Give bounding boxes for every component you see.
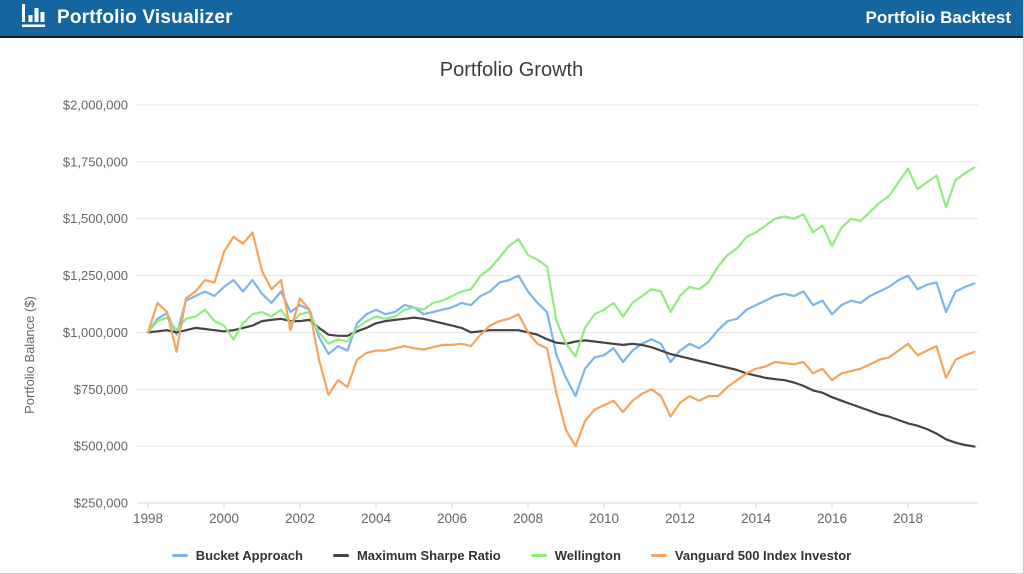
- x-tick-label: 2012: [665, 511, 695, 526]
- legend-item-vanguard-500-index-investor[interactable]: Vanguard 500 Index Investor: [650, 548, 852, 563]
- x-tick-label: 2002: [285, 511, 315, 526]
- x-tick-label: 2014: [741, 511, 772, 526]
- legend-item-wellington[interactable]: Wellington: [530, 548, 621, 563]
- bar-chart-logo-icon: [22, 4, 48, 32]
- y-tick-label: $250,000: [74, 496, 128, 511]
- y-axis-title: Portfolio Balance ($): [22, 296, 37, 414]
- legend-item-maximum-sharpe-ratio[interactable]: Maximum Sharpe Ratio: [332, 548, 501, 563]
- page-title: Portfolio Backtest: [865, 8, 1011, 27]
- y-tick-label: $2,000,000: [63, 98, 128, 113]
- y-tick-label: $1,250,000: [63, 268, 128, 283]
- chart-title: Portfolio Growth: [439, 59, 584, 81]
- legend-label: Maximum Sharpe Ratio: [356, 548, 501, 563]
- app-title: Portfolio Visualizer: [57, 7, 233, 28]
- series-line-maximum-sharpe-ratio[interactable]: [146, 316, 976, 448]
- x-tick-label: 2008: [513, 511, 543, 526]
- chart-legend: Bucket Approach Maximum Sharpe Ratio Welli…: [0, 548, 1023, 563]
- legend-item-bucket-approach[interactable]: Bucket Approach: [171, 548, 303, 563]
- x-tick-label: 2010: [589, 511, 619, 526]
- legend-symbol: [332, 554, 349, 557]
- app-logo-link[interactable]: Portfolio Visualizer: [22, 4, 233, 32]
- legend-label: Vanguard 500 Index Investor: [674, 548, 852, 563]
- app-header: Portfolio Visualizer Portfolio Backtest: [0, 0, 1023, 38]
- x-tick-label: 2016: [817, 511, 847, 526]
- x-tick-label: 2006: [437, 511, 467, 526]
- y-tick-label: $500,000: [74, 439, 128, 454]
- y-tick-label: $750,000: [74, 382, 128, 397]
- series-line-wellington[interactable]: [146, 166, 976, 358]
- legend-label: Wellington: [554, 548, 621, 563]
- x-tick-label: 1998: [133, 511, 163, 526]
- series-line-bucket-approach[interactable]: [146, 274, 976, 398]
- y-tick-label: $1,000,000: [63, 325, 128, 340]
- legend-label: Bucket Approach: [195, 548, 303, 563]
- y-tick-label: $1,500,000: [63, 211, 128, 226]
- legend-symbol: [530, 554, 547, 557]
- x-tick-label: 2004: [361, 511, 392, 526]
- x-tick-label: 2018: [893, 511, 923, 526]
- legend-symbol: [171, 554, 188, 557]
- y-tick-label: $1,750,000: [63, 154, 128, 169]
- series-line-vanguard-500-index-investor[interactable]: [146, 231, 976, 448]
- x-tick-label: 2000: [209, 511, 239, 526]
- legend-symbol: [650, 554, 667, 557]
